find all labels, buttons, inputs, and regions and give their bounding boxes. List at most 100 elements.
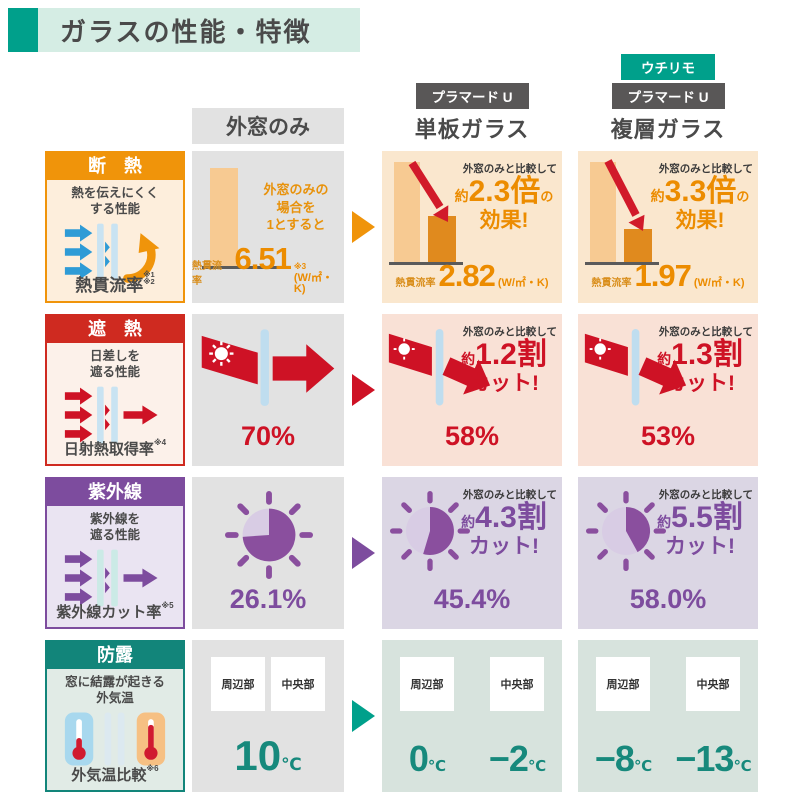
row-uv: 紫外線 紫外線を 遮る性能 xyxy=(45,477,800,629)
compare-note: 外窓のみと比較して xyxy=(462,326,557,338)
effect-highlight: 約2.3倍の 効果! xyxy=(454,175,554,232)
insulation-desc-line1: 熱を伝えにくく xyxy=(71,186,159,200)
compare-note: 外窓のみと比較して xyxy=(462,489,557,501)
peripheral-label-box: 周辺部 xyxy=(400,657,454,711)
dew-double-center-value: −13℃ xyxy=(675,738,751,779)
footnote-3: ※3 xyxy=(293,262,307,271)
uv-single-cell: 外窓のみと比較して 約4.3割 カット! 45.4% xyxy=(382,477,562,629)
row-shading: 遮 熱 日差しを 遮る性能 xyxy=(45,314,800,466)
page-title: ガラスの性能・特徴 xyxy=(60,16,312,47)
flow-arrow-icon xyxy=(351,211,375,243)
base-note-line3: 1とすると xyxy=(266,217,326,233)
u-value-single: 2.82 xyxy=(438,258,495,293)
thermometer-icon xyxy=(47,710,183,773)
peripheral-label-box: 周辺部 xyxy=(211,657,265,711)
dew-single-peripheral-value: 0℃ xyxy=(408,738,446,779)
dew-label-box: 防露 窓に結露が起きる 外気温 xyxy=(45,640,185,792)
u-value-unit: (W/㎡・K) xyxy=(693,277,745,289)
sun-beam-icon xyxy=(201,329,335,406)
title-accent-square xyxy=(8,8,38,52)
shading-desc-line1: 日差しを xyxy=(89,349,140,363)
uv-single-value: 45.4% xyxy=(433,584,511,614)
uv-double-value: 58.0% xyxy=(629,584,707,614)
dew-base-value: 10℃ xyxy=(234,732,302,779)
compare-note: 外窓のみと比較して xyxy=(658,326,753,338)
column-headers: 外窓のみ プラマード U 単板ガラス ウチリモ プラマード U 複層ガラス xyxy=(0,54,800,144)
u-value-label: 熱貫流率 xyxy=(591,278,632,289)
insulation-icon xyxy=(47,221,183,288)
center-label-box: 中央部 xyxy=(686,657,740,711)
flow-arrow-icon xyxy=(351,700,375,732)
shading-desc-line2: 遮る性能 xyxy=(89,365,140,380)
uv-base-value: 26.1% xyxy=(229,584,307,614)
uv-base-cell: 26.1% xyxy=(192,477,344,629)
shading-base-cell: 70% xyxy=(192,314,344,466)
baseline xyxy=(202,266,278,269)
uv-desc-line1: 紫外線を xyxy=(89,512,140,526)
row-insulation: 断 熱 熱を伝えにくく する性能 xyxy=(45,151,800,303)
header-outer-window-only: 外窓のみ xyxy=(192,108,344,144)
uv-icon xyxy=(47,547,183,614)
insulation-label-box: 断 熱 熱を伝えにくく する性能 xyxy=(45,151,185,303)
base-note-line1: 外窓のみの xyxy=(263,182,329,197)
dew-base-cell: 周辺部 中央部 10℃ xyxy=(192,640,344,792)
uv-metric-name: 紫外線カット率※5 xyxy=(56,601,174,621)
sun-beam-deflected-icon xyxy=(388,328,491,406)
effect-highlight: 約3.3倍の 効果! xyxy=(650,175,750,232)
uv-sun-pie-icon xyxy=(390,491,470,571)
shading-row-title: 遮 熱 xyxy=(47,316,183,343)
center-label-box: 中央部 xyxy=(271,657,325,711)
uv-label-box: 紫外線 紫外線を 遮る性能 xyxy=(45,477,185,629)
cut-highlight: 約1.2割 カット! xyxy=(461,338,547,395)
dew-single-center-value: −2℃ xyxy=(488,738,546,779)
dew-desc-line2: 外気温 xyxy=(96,691,134,706)
header-single-glass: 単板ガラス xyxy=(414,117,530,142)
down-arrow-icon xyxy=(604,159,645,231)
u-value-label: 熱貫流率 xyxy=(192,261,222,287)
dew-single-cell: 周辺部 0℃ 中央部 −2℃ xyxy=(382,640,562,792)
flow-arrow-icon xyxy=(351,374,375,406)
shgc-single-value: 58% xyxy=(444,421,500,451)
uv-sun-pie-icon xyxy=(225,491,313,579)
u-value-base: 6.51 xyxy=(234,241,292,276)
dew-double-cell: 周辺部 −8℃ 中央部 −13℃ xyxy=(578,640,758,792)
sun-beam-deflected-icon xyxy=(584,328,687,406)
page-title-bar: ガラスの性能・特徴 xyxy=(8,8,360,52)
u-value-unit: (W/㎡・K) xyxy=(293,272,333,295)
cut-highlight: 約4.3割 カット! xyxy=(461,501,547,558)
shading-single-cell: 外窓のみと比較して 約1.2割 カット! 58% xyxy=(382,314,562,466)
shgc-double-value: 53% xyxy=(640,421,696,451)
shgc-base-value: 70% xyxy=(240,421,296,451)
insulation-double-cell: 外窓のみと比較して 約3.3倍の 効果! 熱貫流率 1.97 (W/㎡・K) xyxy=(578,151,758,303)
flow-arrow-icon xyxy=(351,537,375,569)
u-value-label: 熱貫流率 xyxy=(395,278,436,289)
base-bar xyxy=(210,168,238,266)
insulation-base-cell: 外窓のみの 場合を 1とすると 熱貫流率 6.51 ※3 (W/㎡・K) xyxy=(192,151,344,303)
dew-desc-line1: 窓に結露が起きる xyxy=(65,675,165,689)
base-note-line2: 場合を xyxy=(276,199,316,215)
title-banner: ガラスの性能・特徴 xyxy=(38,8,360,52)
uv-row-title: 紫外線 xyxy=(47,479,183,506)
header-double-glass: 複層ガラス xyxy=(610,117,726,142)
uchirimo-badge: ウチリモ xyxy=(621,54,715,80)
cut-highlight: 約1.3割 カット! xyxy=(657,338,743,395)
plamade-u-badge: プラマード U xyxy=(611,83,725,109)
plamade-u-badge: プラマード U xyxy=(415,83,529,109)
insulation-row-title: 断 熱 xyxy=(47,153,183,180)
compare-note: 外窓のみと比較して xyxy=(658,489,753,501)
insulation-metric-name: 熱貫流率 ※1 ※2 xyxy=(75,270,155,295)
shading-icon xyxy=(47,384,183,451)
dew-row-title: 防露 xyxy=(47,642,183,669)
center-label-box: 中央部 xyxy=(490,657,544,711)
uv-double-cell: 外窓のみと比較して 約5.5割 カット! 58.0% xyxy=(578,477,758,629)
down-arrow-icon xyxy=(408,160,449,222)
u-value-double: 1.97 xyxy=(634,258,691,293)
peripheral-label-box: 周辺部 xyxy=(596,657,650,711)
u-value-unit: (W/㎡・K) xyxy=(497,277,549,289)
compare-note: 外窓のみと比較して xyxy=(658,163,753,175)
dew-double-peripheral-value: −8℃ xyxy=(594,738,652,779)
cut-highlight: 約5.5割 カット! xyxy=(657,501,743,558)
compare-note: 外窓のみと比較して xyxy=(462,163,557,175)
insulation-single-cell: 外窓のみと比較して 約2.3倍の 効果! 熱貫流率 2.82 (W/㎡・K) xyxy=(382,151,562,303)
